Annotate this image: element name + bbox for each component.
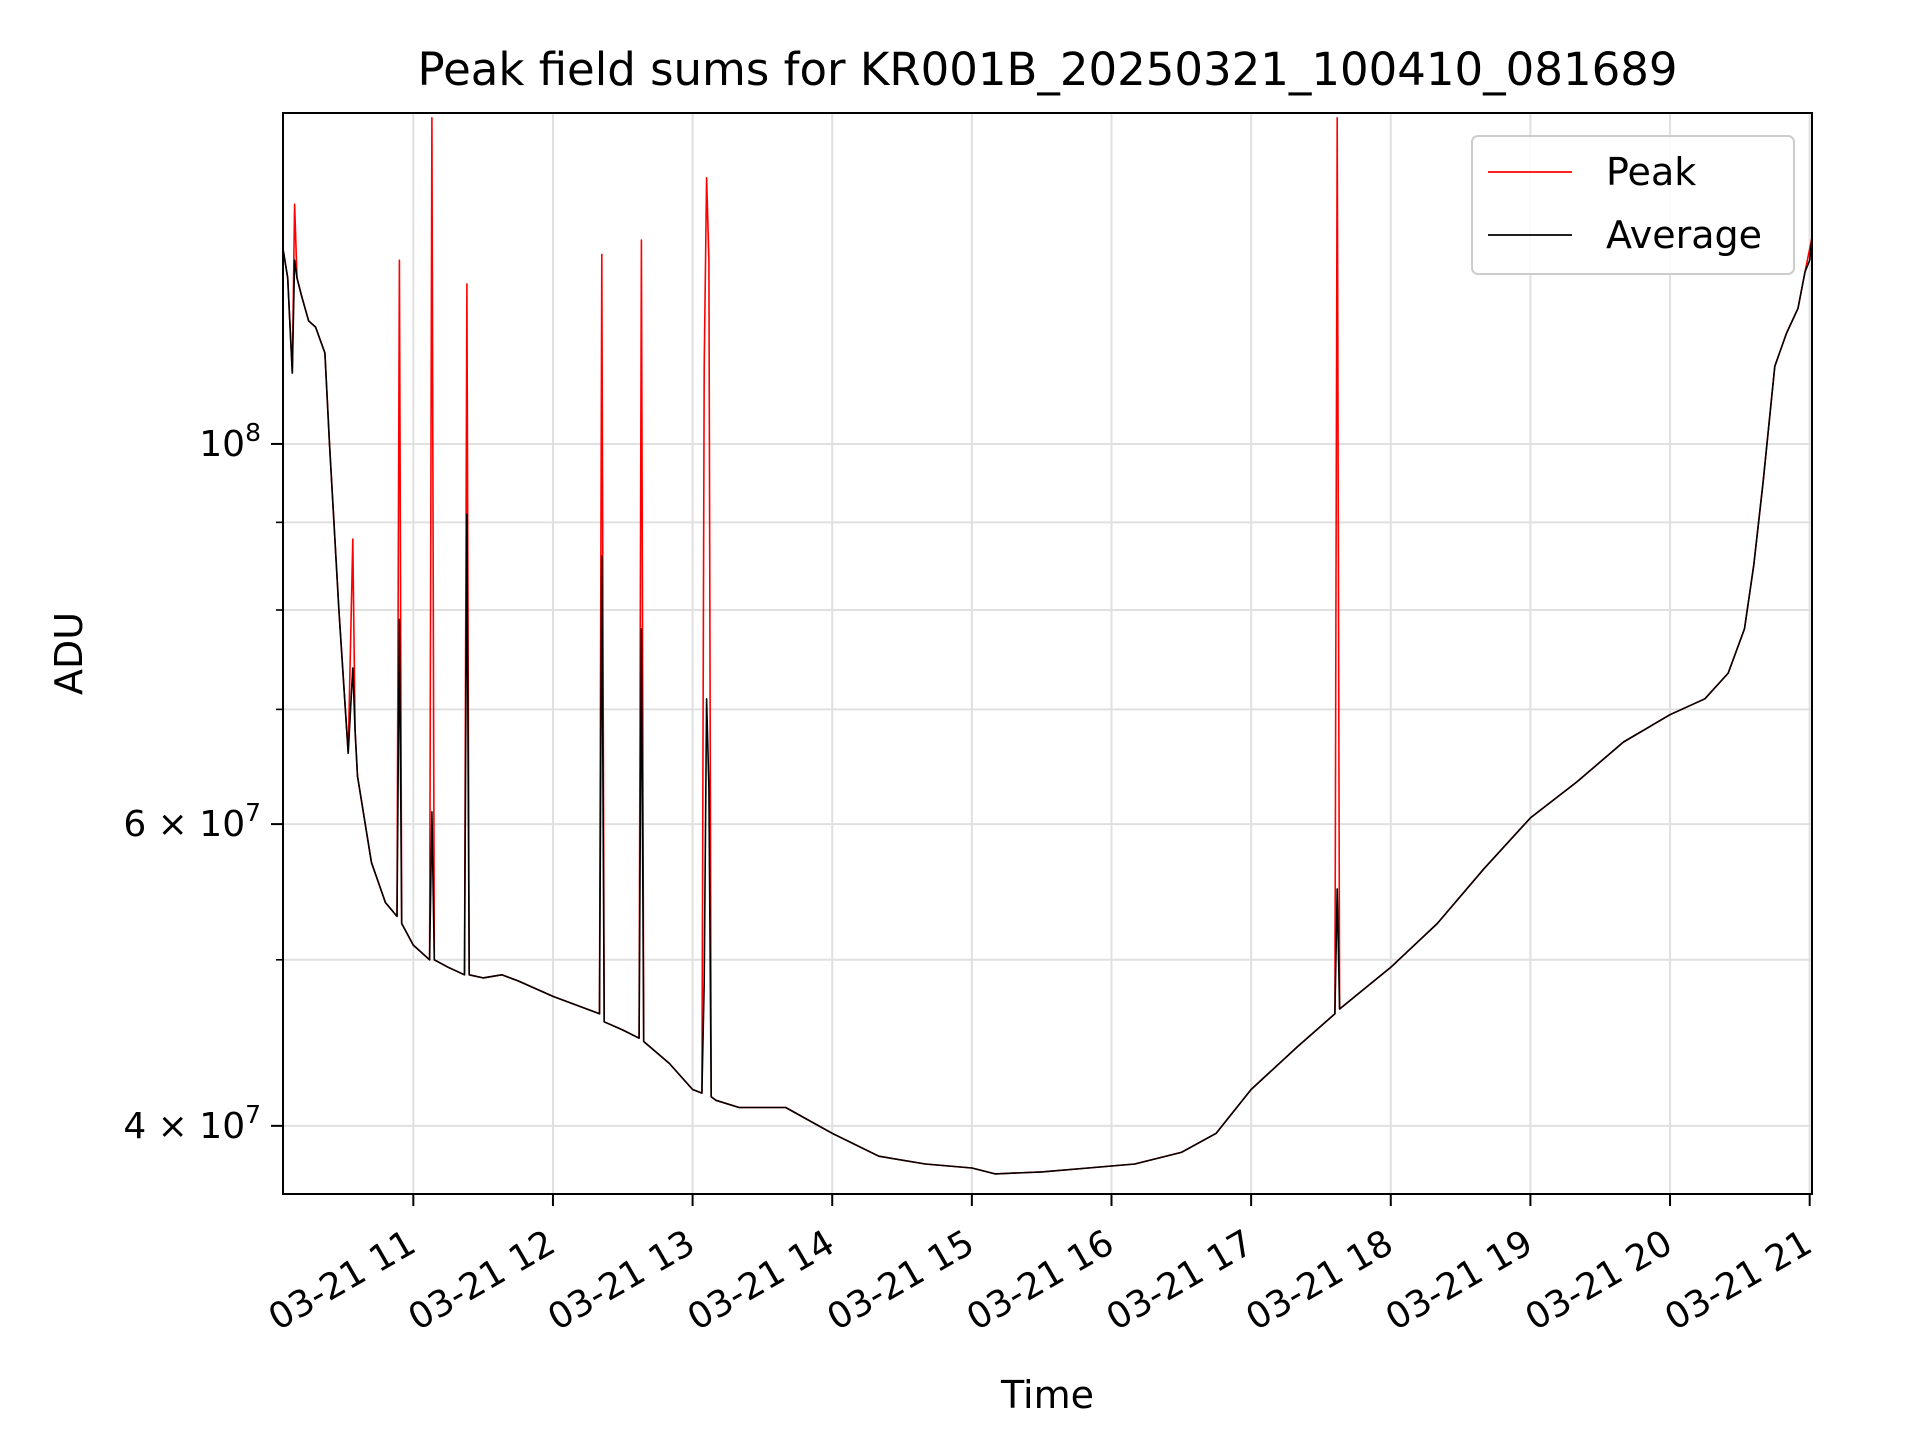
y-tick-label: 4 × 107 [123,1100,261,1147]
series-line-average [282,237,1813,1175]
legend-label-peak: Peak [1606,150,1696,194]
y-tick-label: 108 [199,418,261,465]
x-axis-label: Time [1000,1373,1094,1417]
legend: Peak Average [1471,135,1795,275]
legend-box [1471,135,1795,275]
legend-label-average: Average [1606,213,1762,257]
series-layer [282,117,1813,1175]
grid [283,113,1812,1194]
plot-frame [282,112,1813,1195]
y-tick-label: 6 × 107 [123,798,261,845]
y-axis-label: ADU [47,612,91,695]
chart-title: Peak field sums for KR001B_20250321_1004… [418,43,1678,96]
